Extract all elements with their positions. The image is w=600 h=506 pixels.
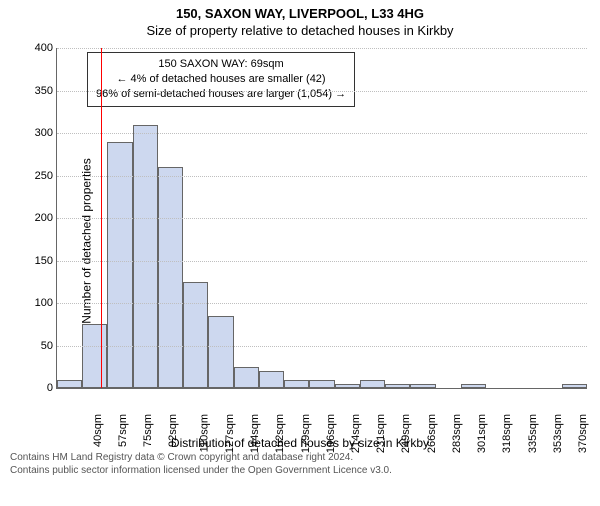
chart-area: Number of detached properties 150 SAXON …: [0, 38, 600, 443]
caption-line-2: Contains public sector information licen…: [10, 464, 590, 477]
y-tick-label: 100: [35, 297, 57, 309]
y-tick-label: 300: [35, 127, 57, 139]
x-axis-label: Distribution of detached houses by size …: [0, 436, 600, 450]
histogram-bar: [107, 142, 132, 389]
histogram-bar: [284, 380, 309, 389]
gridline-h: [57, 176, 587, 177]
gridline-h: [57, 48, 587, 49]
histogram-bar: [234, 367, 259, 388]
marker-annotation-box: 150 SAXON WAY: 69sqm ← 4% of detached ho…: [87, 52, 355, 107]
chart-title-main: 150, SAXON WAY, LIVERPOOL, L33 4HG: [0, 6, 600, 21]
gridline-h: [57, 218, 587, 219]
y-tick-label: 350: [35, 85, 57, 97]
gridline-h: [57, 303, 587, 304]
histogram-bar: [158, 167, 183, 388]
histogram-bar: [57, 380, 82, 389]
y-tick-label: 50: [41, 340, 57, 352]
y-tick-label: 200: [35, 212, 57, 224]
histogram-bar: [82, 324, 107, 388]
histogram-bar: [309, 380, 334, 389]
gridline-h: [57, 91, 587, 92]
gridline-h: [57, 346, 587, 347]
annotation-line-2: ← 4% of detached houses are smaller (42): [96, 72, 346, 87]
y-tick-label: 400: [35, 42, 57, 54]
y-tick-label: 150: [35, 255, 57, 267]
gridline-h: [57, 133, 587, 134]
chart-title-sub: Size of property relative to detached ho…: [0, 23, 600, 38]
annotation-line-3: 96% of semi-detached houses are larger (…: [96, 87, 346, 102]
histogram-bar: [259, 371, 284, 388]
histogram-bar: [208, 316, 233, 388]
histogram-bar: [133, 125, 158, 389]
histogram-bar: [183, 282, 208, 388]
gridline-h: [57, 261, 587, 262]
plot-region: 150 SAXON WAY: 69sqm ← 4% of detached ho…: [56, 48, 587, 389]
property-marker-line: [101, 48, 102, 388]
x-axis-ticks: 40sqm57sqm75sqm92sqm110sqm127sqm144sqm16…: [56, 388, 586, 438]
y-tick-label: 250: [35, 170, 57, 182]
histogram-bar: [360, 380, 385, 389]
annotation-line-1: 150 SAXON WAY: 69sqm: [96, 57, 346, 72]
